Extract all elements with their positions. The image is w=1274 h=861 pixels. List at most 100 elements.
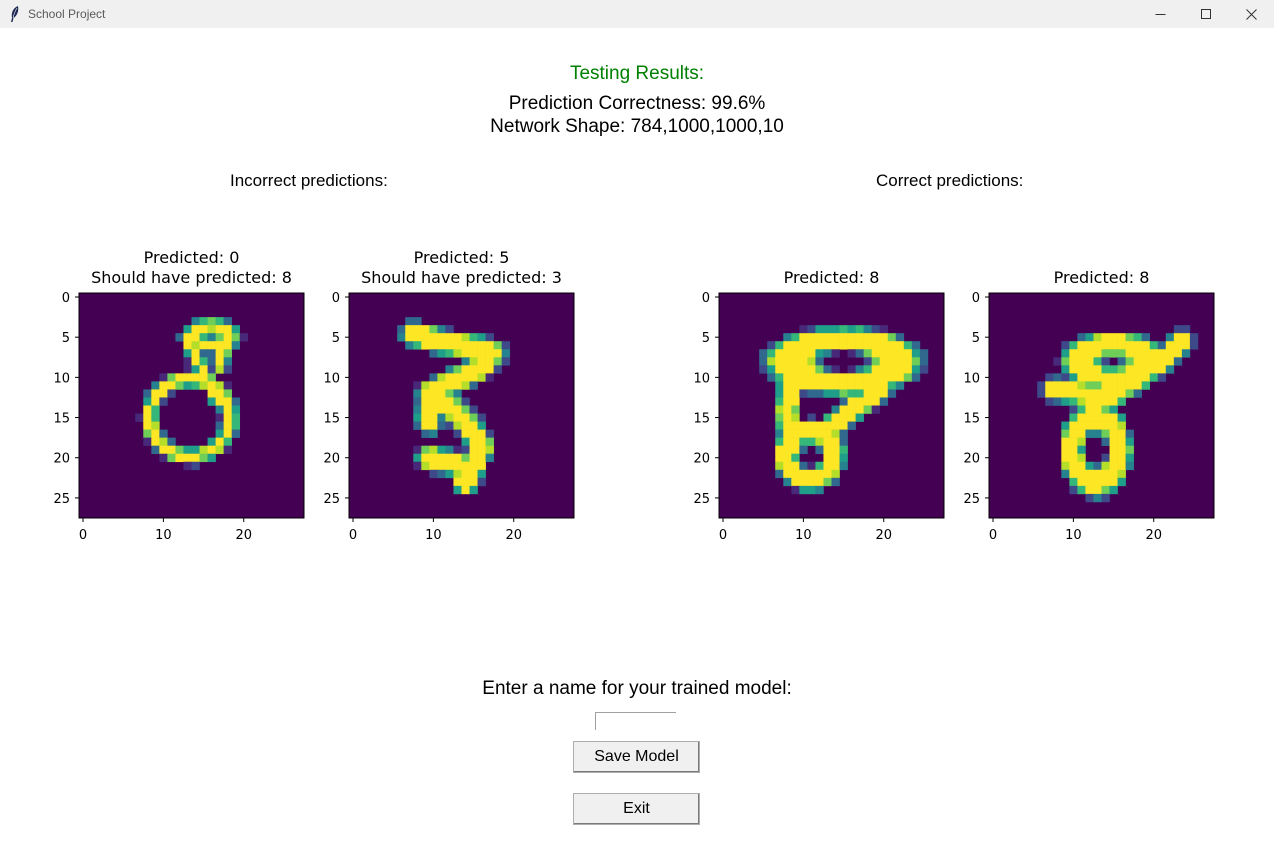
pixel: [462, 446, 470, 454]
pixel: [453, 446, 461, 454]
pixel: [872, 357, 880, 365]
pixel: [175, 373, 183, 381]
pixel: [1102, 422, 1110, 430]
pixel: [807, 341, 815, 349]
save-model-button[interactable]: Save Model: [573, 741, 700, 773]
pixel: [1077, 333, 1085, 341]
pixel: [783, 414, 791, 422]
pixel: [216, 446, 224, 454]
pixel: [1085, 462, 1093, 470]
pixel: [775, 462, 783, 470]
pixel: [832, 430, 840, 438]
pixel: [462, 414, 470, 422]
pixel: [1158, 365, 1166, 373]
pixel: [453, 462, 461, 470]
pixel: [840, 438, 848, 446]
pixel: [1174, 325, 1182, 333]
pixel: [848, 349, 856, 357]
pixel: [775, 470, 783, 478]
pixel: [1118, 357, 1126, 365]
x-tick-label: 0: [349, 528, 357, 543]
pixel: [494, 357, 502, 365]
pixel: [815, 430, 823, 438]
pixel: [1061, 430, 1069, 438]
pixel: [799, 486, 807, 494]
pixel: [470, 486, 478, 494]
pixel: [470, 406, 478, 414]
pixel: [143, 389, 151, 397]
pixel: [1061, 365, 1069, 373]
pixel: [840, 430, 848, 438]
model-name-input[interactable]: [595, 712, 676, 730]
pixel: [832, 325, 840, 333]
pixel: [1102, 341, 1110, 349]
pixel: [405, 341, 413, 349]
pixel: [791, 349, 799, 357]
pixel: [791, 365, 799, 373]
pixel: [151, 381, 159, 389]
y-tick-label: 25: [323, 492, 340, 507]
pixel: [216, 341, 224, 349]
pixel: [159, 430, 167, 438]
pixel: [1110, 438, 1118, 446]
y-tick-label: 25: [53, 492, 70, 507]
exit-button[interactable]: Exit: [573, 793, 700, 825]
pixel: [799, 446, 807, 454]
pixel: [200, 373, 208, 381]
pixel: [872, 341, 880, 349]
pixel: [421, 333, 429, 341]
pixel: [848, 414, 856, 422]
pixel: [856, 389, 864, 397]
pixel: [216, 422, 224, 430]
pixel: [200, 317, 208, 325]
pixel: [775, 389, 783, 397]
pixel: [462, 373, 470, 381]
pixel: [783, 462, 791, 470]
pixel: [1110, 381, 1118, 389]
pixel: [445, 341, 453, 349]
pixel: [208, 349, 216, 357]
pixel: [1118, 381, 1126, 389]
pixel: [775, 341, 783, 349]
pixel: [143, 406, 151, 414]
pixel: [783, 397, 791, 405]
pixel: [151, 430, 159, 438]
pixel: [1061, 341, 1069, 349]
pixel: [462, 381, 470, 389]
pixel: [799, 462, 807, 470]
pixel: [216, 414, 224, 422]
pixel: [232, 414, 240, 422]
pixel: [775, 422, 783, 430]
pixel: [1093, 470, 1101, 478]
pixel: [823, 422, 831, 430]
pixel: [832, 373, 840, 381]
pixel: [783, 438, 791, 446]
y-tick-label: 15: [963, 412, 980, 427]
pixel: [445, 333, 453, 341]
pixel: [791, 446, 799, 454]
pixel: [224, 438, 232, 446]
x-tick-label: 0: [989, 528, 997, 543]
pixel: [856, 406, 864, 414]
pixel: [823, 365, 831, 373]
pixel: [832, 341, 840, 349]
pixel: [856, 365, 864, 373]
pixel: [1085, 373, 1093, 381]
pixel: [791, 414, 799, 422]
pixel: [462, 333, 470, 341]
pixel: [807, 470, 815, 478]
pixel: [823, 438, 831, 446]
pixel: [783, 381, 791, 389]
pixel: [470, 365, 478, 373]
pixel: [421, 462, 429, 470]
pixel: [1061, 381, 1069, 389]
pixel: [799, 349, 807, 357]
pixel: [1166, 365, 1174, 373]
pixel: [1069, 438, 1077, 446]
x-tick-label: 10: [1065, 528, 1082, 543]
pixel: [856, 349, 864, 357]
pixel: [208, 317, 216, 325]
pixel: [216, 349, 224, 357]
pixel: [453, 381, 461, 389]
pixel: [1142, 357, 1150, 365]
